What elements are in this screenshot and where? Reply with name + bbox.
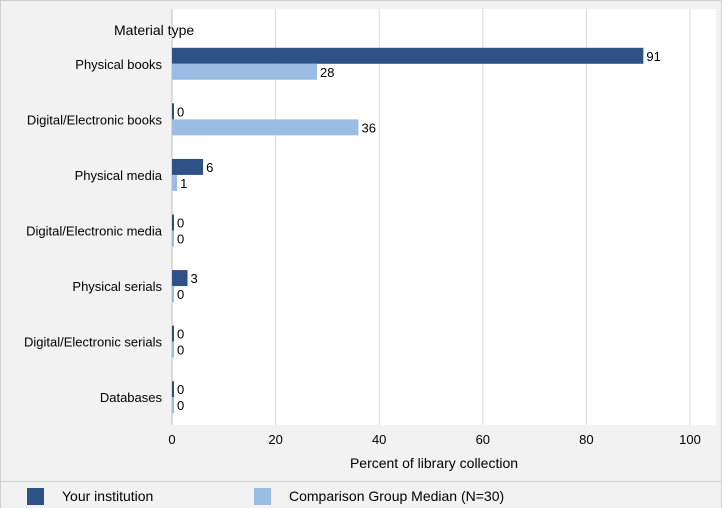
category-labels: Physical books Digital/Electronic books Ph… [24, 57, 163, 405]
bars [172, 47, 644, 414]
value-label: 28 [320, 65, 334, 80]
value-label: 0 [177, 382, 184, 397]
value-label: 3 [191, 271, 198, 286]
category-label-physical-books: Physical books [75, 57, 162, 72]
x-tick-label: 40 [372, 432, 386, 447]
category-label-digital-electronic-books: Digital/Electronic books [27, 112, 163, 127]
x-tick-label: 60 [476, 432, 490, 447]
x-tick-label: 20 [268, 432, 282, 447]
x-tick-label: 80 [579, 432, 593, 447]
legend-swatch-comparison-group [254, 487, 271, 505]
x-axis-title: Percent of library collection [350, 455, 518, 471]
bar-your-institution-digital-electronic-serials [172, 325, 174, 342]
bar-comparison-group-median-n-30-digital-electronic-media [172, 230, 174, 247]
legend: Your institution Comparison Group Median… [1, 481, 721, 508]
bar-comparison-group-median-n-30-physical-serials [172, 286, 174, 303]
value-label: 0 [177, 398, 184, 413]
category-label-digital-electronic-media: Digital/Electronic media [26, 224, 163, 239]
y-axis-title: Material type [114, 22, 194, 38]
legend-item-your-institution: Your institution [27, 487, 154, 505]
bar-comparison-group-median-n-30-physical-books [172, 63, 318, 80]
bar-your-institution-physical-serials [172, 270, 188, 287]
bar-your-institution-physical-books [172, 47, 644, 64]
value-label: 0 [177, 287, 184, 302]
x-tick-label: 0 [168, 432, 175, 447]
bar-your-institution-digital-electronic-books [172, 103, 174, 120]
value-label: 91 [646, 49, 660, 64]
category-label-databases: Databases [100, 390, 163, 405]
bar-comparison-group-median-n-30-physical-media [172, 174, 178, 191]
bar-comparison-group-median-n-30-digital-electronic-books [172, 119, 359, 136]
value-label: 0 [177, 343, 184, 358]
value-label: 0 [177, 232, 184, 247]
value-label: 0 [177, 216, 184, 231]
value-label: 0 [177, 327, 184, 342]
bar-your-institution-digital-electronic-media [172, 214, 174, 231]
value-label: 6 [206, 160, 213, 175]
legend-label: Your institution [62, 488, 154, 504]
bar-comparison-group-median-n-30-digital-electronic-serials [172, 341, 174, 358]
x-tick-label: 100 [679, 432, 701, 447]
x-tick-labels: 0 20 40 60 80 100 [168, 432, 700, 447]
value-label: 0 [177, 104, 184, 119]
value-label: 1 [180, 176, 187, 191]
value-label: 36 [361, 120, 375, 135]
category-label-digital-electronic-serials: Digital/Electronic serials [24, 335, 162, 350]
bar-your-institution-physical-media [172, 158, 204, 175]
bar-comparison-group-median-n-30-databases [172, 397, 174, 414]
category-label-physical-media: Physical media [75, 168, 163, 183]
legend-swatch-your-institution [27, 487, 44, 505]
bar-your-institution-databases [172, 381, 174, 398]
legend-item-comparison-group: Comparison Group Median (N=30) [254, 487, 505, 505]
legend-label: Comparison Group Median (N=30) [289, 488, 505, 504]
category-label-physical-serials: Physical serials [72, 279, 162, 294]
